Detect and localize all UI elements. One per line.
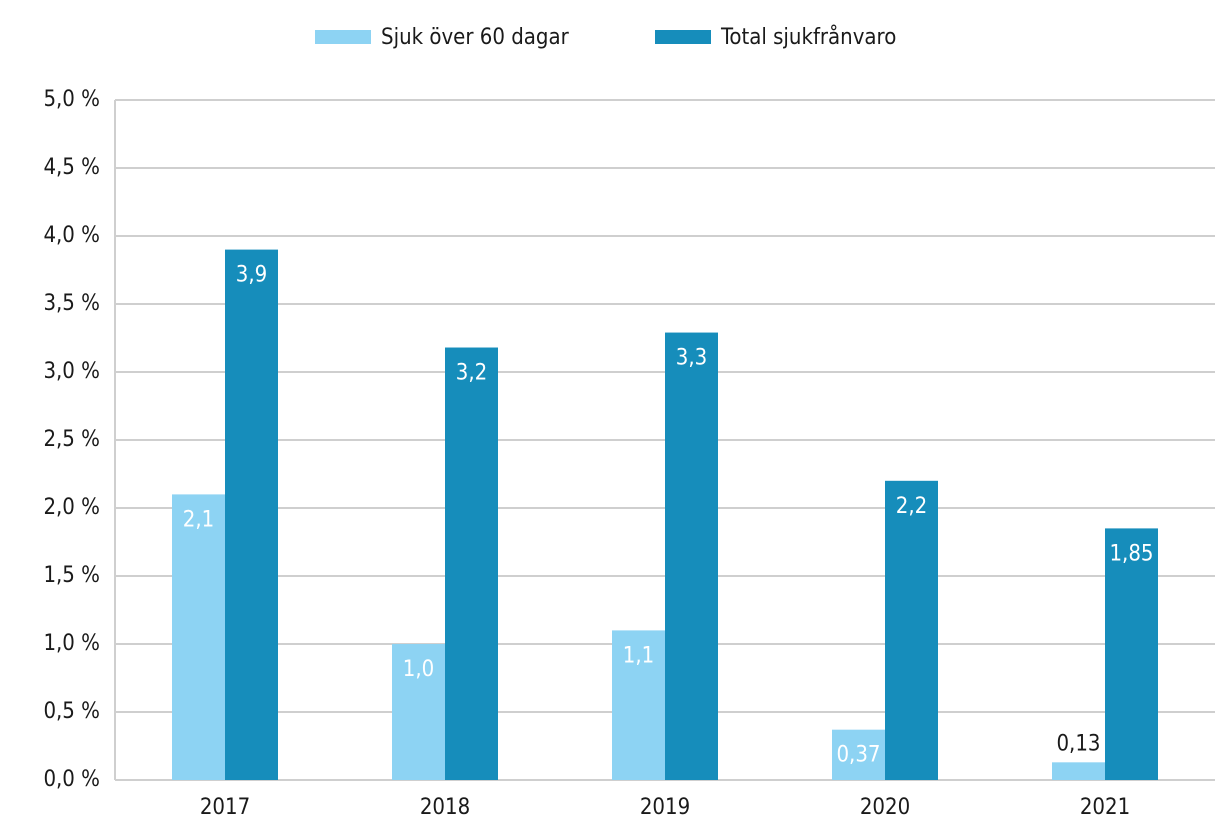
data-label: 3,9 — [236, 263, 267, 288]
bar — [225, 249, 278, 781]
y-tick-label: 5,0 % — [43, 87, 100, 112]
x-tick-label: 2017 — [200, 795, 250, 820]
bar — [1052, 762, 1105, 780]
data-label: 2,1 — [183, 507, 214, 532]
data-label: 3,2 — [456, 361, 487, 386]
bar — [392, 644, 445, 780]
y-tick-label: 3,5 % — [43, 291, 100, 316]
data-label: 3,3 — [676, 346, 707, 371]
y-tick-label: 0,0 % — [43, 767, 100, 792]
y-tick-label: 1,5 % — [43, 563, 100, 588]
legend-swatch — [315, 30, 371, 44]
data-label: 0,13 — [1056, 731, 1100, 756]
legend-label: Total sjukfrånvaro — [720, 24, 896, 50]
y-tick-label: 2,0 % — [43, 495, 100, 520]
bar — [885, 480, 938, 780]
y-tick-label: 0,5 % — [43, 699, 100, 724]
y-tick-label: 2,5 % — [43, 427, 100, 452]
data-label: 1,1 — [623, 643, 654, 668]
bar — [1105, 528, 1158, 780]
data-label: 0,37 — [836, 743, 880, 768]
legend-swatch — [655, 30, 711, 44]
data-label: 1,85 — [1109, 541, 1153, 566]
bar — [832, 729, 885, 780]
data-label: 1,0 — [403, 657, 434, 682]
x-tick-label: 2019 — [640, 795, 690, 820]
bar — [172, 494, 225, 780]
y-tick-label: 4,0 % — [43, 223, 100, 248]
x-tick-label: 2018 — [420, 795, 470, 820]
bar — [445, 347, 498, 780]
bar — [665, 332, 718, 780]
x-tick-label: 2021 — [1080, 795, 1130, 820]
y-tick-label: 4,5 % — [43, 155, 100, 180]
bar — [612, 630, 665, 780]
y-tick-label: 1,0 % — [43, 631, 100, 656]
x-tick-label: 2020 — [860, 795, 910, 820]
legend-label: Sjuk över 60 dagar — [381, 25, 570, 50]
y-tick-label: 3,0 % — [43, 359, 100, 384]
data-label: 2,2 — [896, 494, 927, 519]
